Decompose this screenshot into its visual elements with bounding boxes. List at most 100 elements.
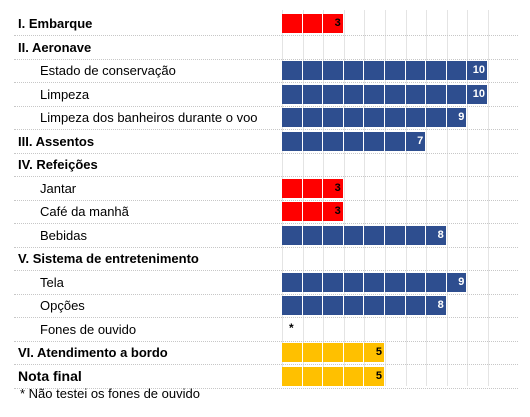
grid-column [467,10,469,386]
bar-segment [385,296,406,315]
bar [282,178,344,198]
category-label: V. Sistema de entretenimento [18,251,199,266]
grid-column [405,10,407,386]
data-label: 3 [334,181,341,194]
chart-row: III. Assentos 7 [14,130,518,154]
chart-row: IV. Refeições [14,153,518,177]
bar-segment [343,84,365,104]
bar-segment [446,272,468,292]
category-label: Opções [40,298,85,313]
data-label: 10 [472,64,485,76]
data-label: 3 [334,17,341,29]
bar-segment [302,14,324,33]
bar-segment [323,272,344,292]
bar-segment [302,61,324,80]
not-tested-mark: * [289,320,294,335]
chart-row: Jantar 3 [14,177,518,201]
bar-segment [405,108,427,127]
bar-segment [426,84,447,104]
bar-segment [467,84,488,104]
bar-segment [282,131,303,151]
bar-segment [385,61,406,80]
bar-segment [343,343,365,362]
bar-segment [302,84,324,104]
chart-row: Estado de conservação 10 [14,59,518,83]
data-label: 5 [375,369,382,382]
grid-column [488,10,489,386]
grid-column [426,10,428,386]
bar-segment [282,272,303,292]
bar-segment [302,225,324,245]
category-label: Tela [40,274,64,290]
grid-column [385,10,386,386]
category-label: Bebidas [40,227,87,243]
bar-segment [364,366,385,386]
bar-segment [364,131,385,151]
category-label: Jantar [40,180,77,196]
bar-segment [302,202,324,221]
bar [282,202,344,221]
bar-segment [323,14,344,33]
bar-segment [282,14,303,33]
bar-segment [385,108,406,127]
grid-column [282,10,283,386]
bar-segment [282,61,303,80]
bar-segment [446,84,468,104]
bar-segment [282,178,303,198]
bar-segment [302,131,324,151]
bar-segment [302,296,324,315]
chart-row: Nota final 5 [14,365,518,389]
bar-segment [385,84,406,104]
bar-segment [364,296,385,315]
bar-segment [343,131,365,151]
bar-segment [323,178,344,198]
bar-segment [385,131,406,151]
bar-segment [405,84,427,104]
chart-row: Bebidas 8 [14,224,518,248]
bar-segment [323,131,344,151]
bar [282,225,447,245]
bar [282,366,385,386]
bar-segment [446,108,468,127]
category-label: III. Assentos [18,133,95,149]
chart-row: Fones de ouvido * [14,318,518,342]
category-label: IV. Refeições [18,157,98,172]
chart-row: Limpeza 10 [14,83,518,107]
bar-segment [282,225,303,245]
bar-segment [323,296,344,315]
bar-segment [302,178,324,198]
bar [282,296,447,315]
bar-segment [364,84,385,104]
bar [282,131,427,151]
bar-segment [426,108,447,127]
bar-segment [302,343,324,362]
category-label: Limpeza [40,86,90,102]
bar-segment [323,84,344,104]
category-label: Café da manhã [40,204,129,219]
data-label: 10 [472,87,485,100]
bar-segment [467,61,488,80]
bar-segment [343,272,365,292]
chart-row: V. Sistema de entretenimento [14,247,518,271]
bar-segment [426,61,447,80]
grid-column [364,10,366,386]
bar-segment [282,84,303,104]
grid-column [446,10,448,386]
chart-row: VI. Atendimento a bordo 5 [14,341,518,365]
bar-segment [343,108,365,127]
category-label: II. Aeronave [18,39,92,55]
bar [282,272,468,292]
bar-segment [385,272,406,292]
bar-segment [323,366,344,386]
bar-segment [364,272,385,292]
bar-segment [323,202,344,221]
data-label: 5 [375,346,382,358]
category-label: I. Embarque [18,16,93,31]
bar-segment [282,366,303,386]
bar [282,84,488,104]
bar [282,61,488,80]
bar-segment [282,202,303,221]
chart-row: Limpeza dos banheiros durante o voo 9 [14,106,518,130]
grid-column [302,10,304,386]
